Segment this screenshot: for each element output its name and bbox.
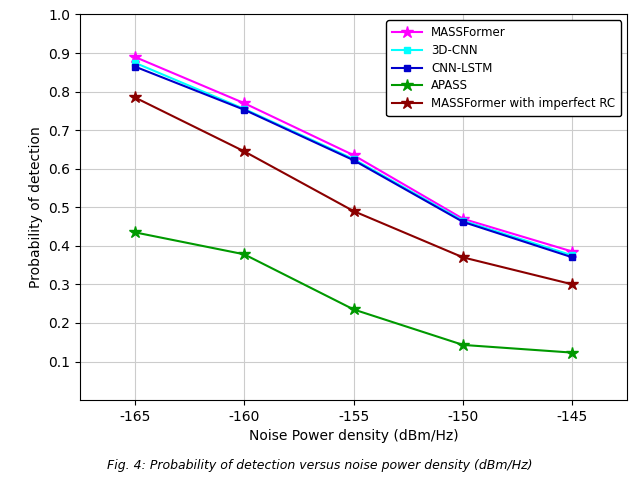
MASSFormer xyxy=(569,249,577,254)
MASSFormer with imperfect RC xyxy=(569,281,577,287)
APASS xyxy=(240,252,248,257)
MASSFormer xyxy=(240,100,248,106)
Line: MASSFormer with imperfect RC: MASSFormer with imperfect RC xyxy=(129,91,579,291)
APASS xyxy=(569,350,577,356)
CNN-LSTM xyxy=(460,219,467,225)
MASSFormer with imperfect RC xyxy=(240,148,248,154)
Line: CNN-LSTM: CNN-LSTM xyxy=(131,63,576,261)
Line: MASSFormer: MASSFormer xyxy=(129,51,579,258)
CNN-LSTM xyxy=(240,107,248,113)
CNN-LSTM xyxy=(131,64,138,69)
3D-CNN xyxy=(460,218,467,224)
CNN-LSTM xyxy=(349,157,357,163)
3D-CNN xyxy=(349,156,357,162)
MASSFormer xyxy=(131,54,138,60)
MASSFormer with imperfect RC xyxy=(131,94,138,100)
3D-CNN xyxy=(240,106,248,112)
Y-axis label: Probability of detection: Probability of detection xyxy=(29,126,43,288)
MASSFormer xyxy=(349,152,357,158)
X-axis label: Noise Power density (dBm/Hz): Noise Power density (dBm/Hz) xyxy=(249,429,458,443)
Legend: MASSFormer, 3D-CNN, CNN-LSTM, APASS, MASSFormer with imperfect RC: MASSFormer, 3D-CNN, CNN-LSTM, APASS, MAS… xyxy=(387,20,621,116)
APASS xyxy=(460,342,467,348)
APASS xyxy=(349,307,357,312)
MASSFormer with imperfect RC xyxy=(460,254,467,260)
Text: Fig. 4: Probability of detection versus noise power density (dBm/Hz): Fig. 4: Probability of detection versus … xyxy=(108,459,532,472)
APASS xyxy=(131,229,138,235)
Line: APASS: APASS xyxy=(129,226,579,359)
MASSFormer xyxy=(460,216,467,222)
3D-CNN xyxy=(131,60,138,66)
MASSFormer with imperfect RC xyxy=(349,208,357,214)
CNN-LSTM xyxy=(569,254,577,260)
Line: 3D-CNN: 3D-CNN xyxy=(131,59,576,259)
3D-CNN xyxy=(569,253,577,258)
